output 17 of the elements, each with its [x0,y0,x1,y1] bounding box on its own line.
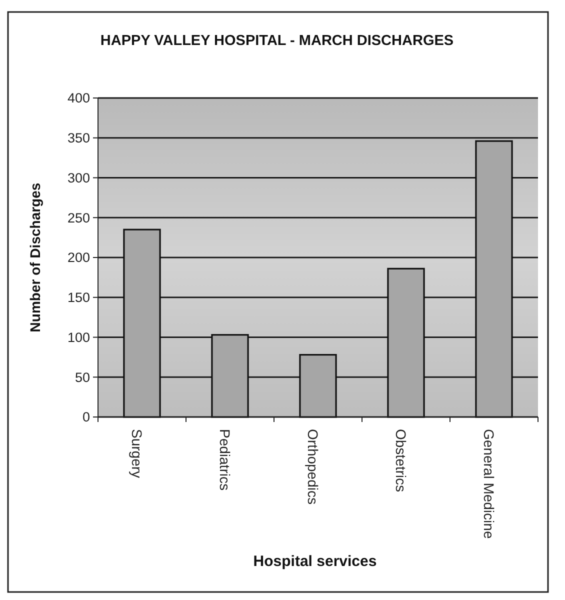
x-tick-label: General Medicine [481,429,498,539]
x-tick-label: Orthopedics [305,429,322,504]
y-tick-label: 350 [67,130,90,146]
y-tick-label: 300 [67,170,90,186]
y-tick-label: 250 [67,210,90,226]
y-tick-label: 0 [82,410,90,425]
chart-title: HAPPY VALLEY HOSPITAL - MARCH DISCHARGES [100,33,454,49]
x-tick-label: Pediatrics [217,429,234,490]
x-tick-label: Surgery [129,429,146,478]
y-axis-title: Number of Discharges [27,182,43,332]
y-tick-label: 200 [67,250,90,266]
x-tick-label: Obstetrics [393,429,410,492]
y-tick-label: 50 [74,370,90,385]
y-tick-label: 100 [67,330,90,345]
x-axis-title: Hospital services [253,553,377,570]
y-tick-label: 150 [67,290,90,306]
y-tick-label: 400 [67,90,90,106]
